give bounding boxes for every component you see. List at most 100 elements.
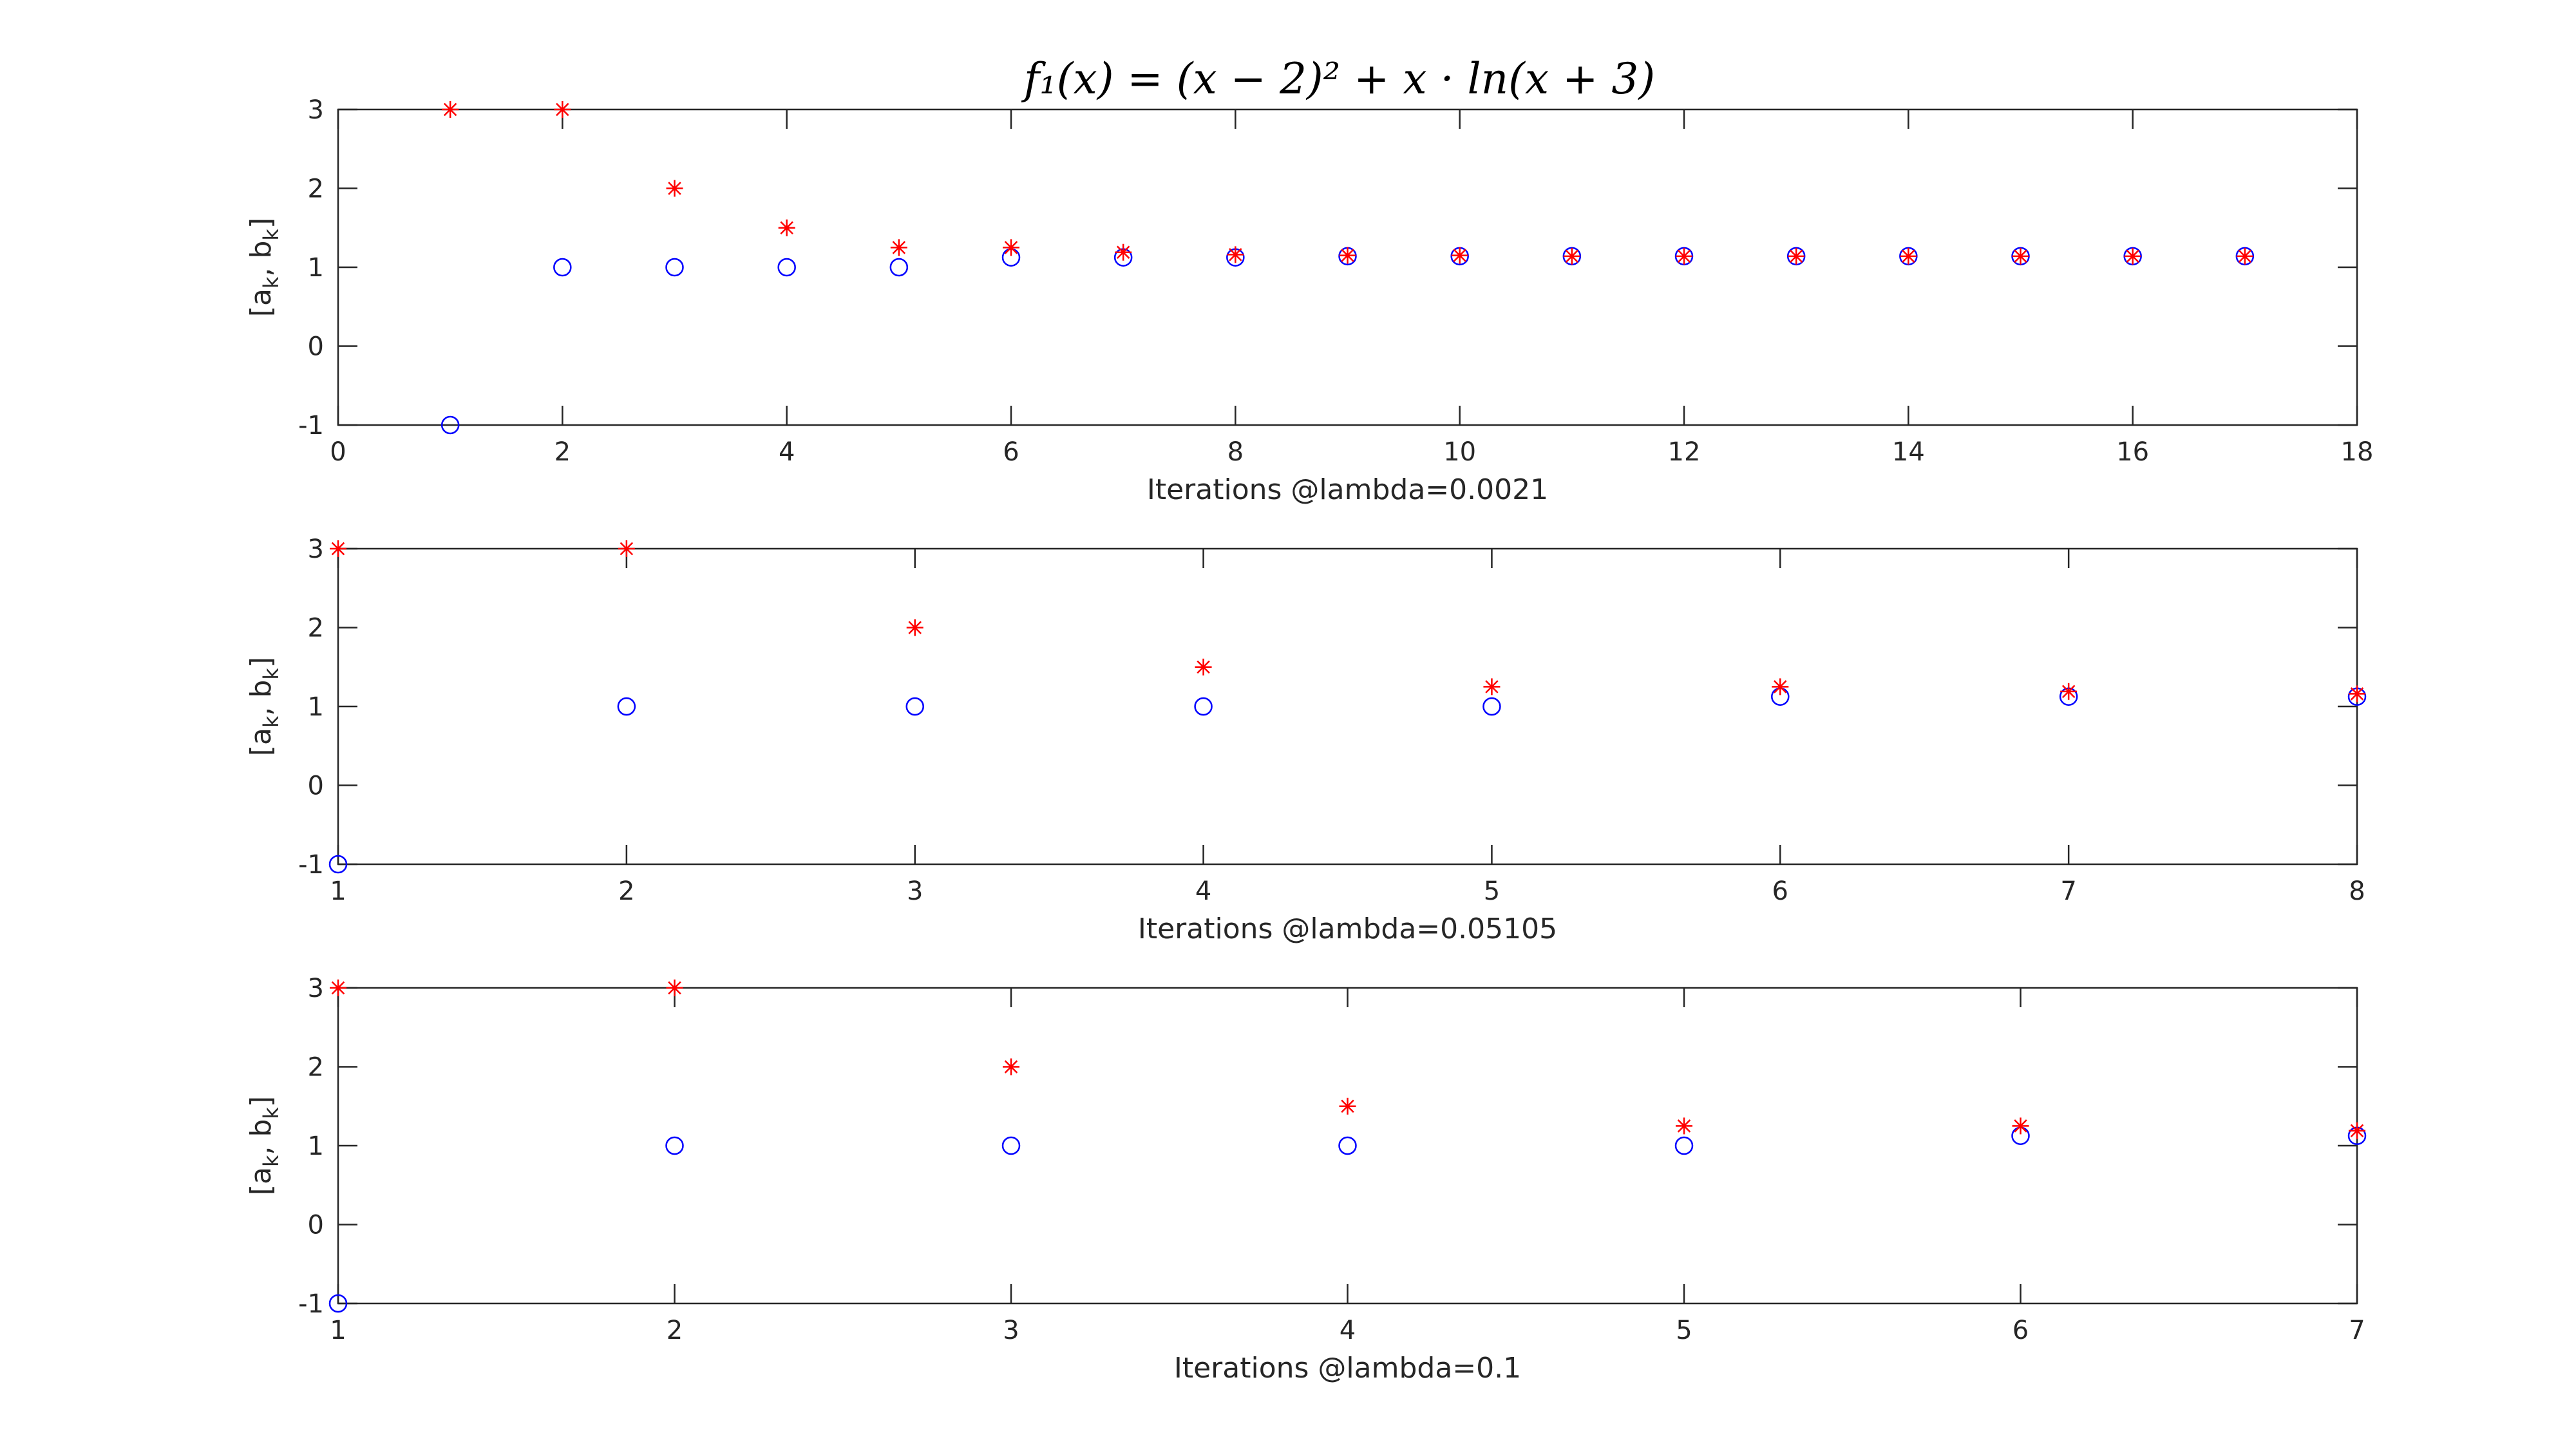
x-axis-title: Iterations @lambda=0.1 (1174, 1352, 1521, 1385)
x-tick-label: 6 (2012, 1316, 2029, 1345)
x-tick-label: 6 (1772, 876, 1788, 906)
subplot-3: 1 2 3 4 5 6 7 -1 0 1 2 3 Iterations @lambda=0.1 [ak, … (245, 974, 2367, 1385)
x-tick-label: 4 (1340, 1316, 1356, 1345)
b-marker (1339, 1097, 1356, 1115)
x-tick-label: 8 (2349, 876, 2365, 906)
axes-frame (337, 987, 2358, 1305)
y-tick-label: 0 (308, 1211, 324, 1240)
y-tick-label: 2 (308, 614, 324, 643)
x-tick-label: 4 (1195, 876, 1211, 906)
b-marker (2236, 247, 2253, 265)
y-tick-label: 0 (308, 332, 324, 362)
y-tick-label: 3 (308, 974, 324, 1003)
y-tick-label: 3 (308, 535, 324, 564)
b-marker (554, 101, 571, 118)
x-axis-title: Iterations @lambda=0.0021 (1147, 473, 1548, 506)
b-marker (330, 540, 346, 557)
a-marker (905, 697, 924, 716)
y-tick-label: -1 (298, 850, 324, 880)
subplot-2: 1 2 3 4 5 6 7 8 -1 0 1 2 3 Iterations @lambda=0.05105… (245, 535, 2367, 945)
b-marker (1772, 678, 1789, 696)
b-marker (2349, 685, 2365, 703)
a-marker (665, 1136, 684, 1155)
b-marker (666, 980, 683, 996)
x-tick-label: 2 (667, 1316, 683, 1345)
b-marker (1900, 247, 1917, 265)
b-marker (1003, 239, 1019, 256)
x-tick-label: 10 (1443, 437, 1476, 467)
y-tick-label: 1 (308, 1132, 324, 1161)
a-marker (553, 258, 572, 277)
b-marker (890, 239, 907, 256)
y-tick-label: 0 (308, 772, 324, 801)
x-tick-label: 16 (2116, 437, 2149, 467)
x-tick-label: 2 (618, 876, 634, 906)
a-marker (889, 258, 909, 277)
b-marker (1451, 247, 1468, 264)
x-tick-label: 1 (330, 1316, 346, 1345)
x-tick-label: 12 (1668, 437, 1701, 467)
x-tick-label: 18 (2341, 437, 2374, 467)
x-tick-label: 2 (554, 437, 571, 467)
y-tick-label: -1 (298, 411, 324, 440)
a-marker (617, 697, 636, 716)
b-marker (1676, 1117, 1692, 1135)
b-marker (1676, 247, 1692, 265)
b-marker (2124, 247, 2141, 265)
x-tick-label: 1 (330, 876, 346, 906)
y-axis-title: [ak, bk] (245, 1096, 283, 1195)
b-marker (2060, 683, 2078, 700)
b-marker (1483, 678, 1501, 696)
x-tick-label: 6 (1003, 437, 1019, 467)
figure-title: f₁(x) = (x − 2)² + x · ln(x + 3) (1021, 54, 1655, 104)
y-tick-label: 2 (308, 175, 324, 204)
a-marker (328, 1294, 348, 1313)
b-marker (1339, 247, 1356, 264)
a-marker (665, 258, 684, 277)
b-marker (330, 980, 346, 996)
x-tick-label: 7 (2060, 876, 2076, 906)
y-tick-label: 3 (308, 95, 324, 125)
a-marker (1674, 1136, 1694, 1155)
b-marker (618, 540, 635, 557)
b-marker (2349, 1122, 2365, 1139)
b-marker (1227, 246, 1244, 263)
axes-frame (337, 108, 2358, 426)
b-marker (666, 180, 683, 197)
x-tick-label: 3 (1003, 1316, 1019, 1345)
x-tick-label: 5 (1676, 1316, 1692, 1345)
x-tick-label: 0 (330, 437, 346, 467)
b-marker (2012, 1117, 2029, 1135)
axes-frame (337, 547, 2358, 866)
x-tick-label: 3 (907, 876, 923, 906)
y-axis-title: [ak, bk] (245, 218, 283, 317)
a-marker (1001, 1136, 1021, 1155)
x-axis-title: Iterations @lambda=0.05105 (1138, 913, 1557, 945)
y-tick-label: -1 (298, 1289, 324, 1319)
a-marker (777, 258, 796, 277)
b-marker (1003, 1058, 1019, 1075)
b-marker (2012, 247, 2029, 265)
b-marker (906, 619, 923, 636)
a-marker (1482, 697, 1501, 716)
x-tick-label: 7 (2349, 1316, 2365, 1345)
b-marker (1195, 658, 1212, 676)
b-marker (778, 219, 795, 236)
x-tick-label: 14 (1892, 437, 1925, 467)
y-axis-title: [ak, bk] (245, 657, 283, 756)
b-marker (442, 101, 459, 118)
a-marker (1194, 697, 1213, 716)
b-marker (1563, 247, 1580, 265)
y-tick-label: 1 (308, 692, 324, 722)
y-tick-label: 2 (308, 1053, 324, 1083)
a-marker (440, 415, 460, 435)
b-marker (1115, 243, 1132, 261)
x-tick-label: 4 (779, 437, 795, 467)
x-tick-label: 5 (1484, 876, 1500, 906)
y-tick-label: 1 (308, 253, 324, 283)
x-tick-label: 8 (1227, 437, 1244, 467)
a-marker (328, 855, 348, 874)
